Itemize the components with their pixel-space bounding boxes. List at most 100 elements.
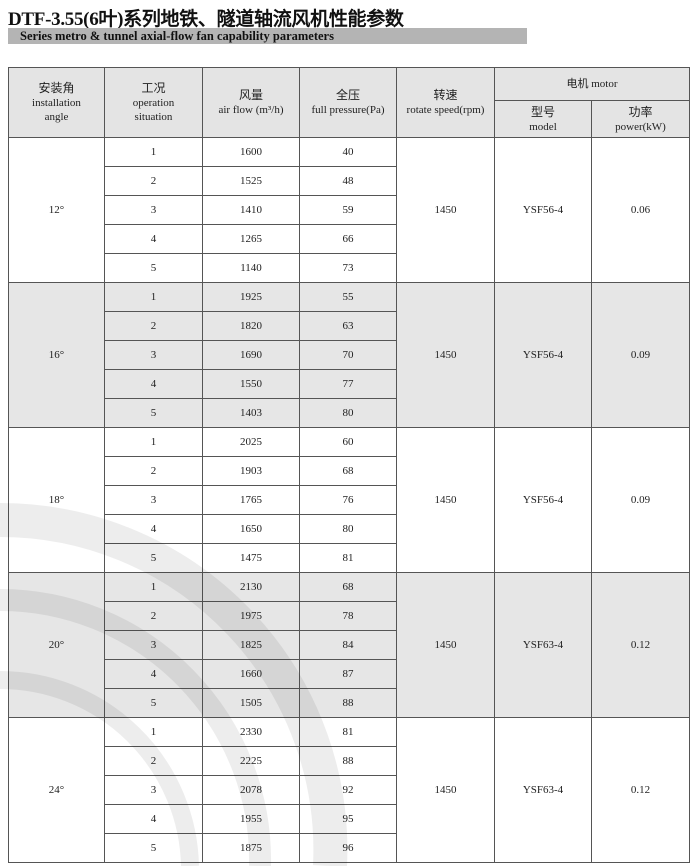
air-flow-cell: 1140 xyxy=(202,253,300,283)
air-flow-cell: 1820 xyxy=(202,311,300,341)
subtitle-bar: Series metro & tunnel axial-flow fan cap… xyxy=(8,28,527,44)
model-cell: YSF56-4 xyxy=(494,137,592,283)
air-flow-cell: 1660 xyxy=(202,659,300,689)
air-flow-cell: 1650 xyxy=(202,514,300,544)
table-row: 4 1265 66 xyxy=(9,224,690,254)
operation-cell: 3 xyxy=(104,340,203,370)
header-angle: 安装角 installation angle xyxy=(8,67,105,138)
air-flow-cell: 2025 xyxy=(202,427,300,457)
pressure-cell: 60 xyxy=(299,427,397,457)
air-flow-cell: 1410 xyxy=(202,195,300,225)
operation-cell: 3 xyxy=(104,195,203,225)
pressure-cell: 68 xyxy=(299,572,397,602)
pressure-cell: 80 xyxy=(299,514,397,544)
table-row: 3 2078 92 xyxy=(9,775,690,805)
pressure-cell: 84 xyxy=(299,630,397,660)
power-cell: 0.12 xyxy=(591,717,690,863)
pressure-cell: 70 xyxy=(299,340,397,370)
angle-cell: 24° xyxy=(8,717,105,863)
table-row: 20° 1 2130 68 1450 YSF63-4 0.12 xyxy=(8,572,690,718)
operation-cell: 5 xyxy=(104,543,203,573)
header-model: 型号 model xyxy=(494,100,592,138)
header-operation: 工况 operation situation xyxy=(104,67,203,138)
table-row: 4 1550 77 xyxy=(9,369,690,399)
operation-cell: 2 xyxy=(104,311,203,341)
air-flow-cell: 1903 xyxy=(202,456,300,486)
operation-cell: 1 xyxy=(104,717,203,747)
power-cell: 0.09 xyxy=(591,282,690,428)
operation-cell: 2 xyxy=(104,456,203,486)
table-row: 5 1475 81 xyxy=(9,543,690,573)
table-row: 4 1660 87 xyxy=(9,659,690,689)
operation-cell: 2 xyxy=(104,601,203,631)
pressure-cell: 55 xyxy=(299,282,397,312)
operation-cell: 4 xyxy=(104,514,203,544)
table-row: 12° 1 1600 40 1450 YSF56-4 0.06 xyxy=(8,137,690,283)
operation-cell: 5 xyxy=(104,398,203,428)
angle-cell: 20° xyxy=(8,572,105,718)
pressure-cell: 96 xyxy=(299,833,397,863)
air-flow-cell: 2078 xyxy=(202,775,300,805)
table-row: 3 1690 70 xyxy=(9,340,690,370)
table-row: 2 1820 63 xyxy=(9,311,690,341)
page-subtitle: Series metro & tunnel axial-flow fan cap… xyxy=(20,29,334,43)
power-cell: 0.12 xyxy=(591,572,690,718)
speed-cell: 1450 xyxy=(396,427,495,573)
table-row: 3 1825 84 xyxy=(9,630,690,660)
pressure-cell: 77 xyxy=(299,369,397,399)
pressure-cell: 87 xyxy=(299,659,397,689)
header-motor: 电机 motor xyxy=(494,67,690,101)
table-row: 5 1403 80 xyxy=(9,398,690,428)
pressure-cell: 81 xyxy=(299,717,397,747)
operation-cell: 5 xyxy=(104,833,203,863)
operation-cell: 4 xyxy=(104,369,203,399)
table-body: 12° 1 1600 40 1450 YSF56-4 0.06 2 1525 48 3 1410 59 4… xyxy=(8,137,690,863)
operation-cell: 5 xyxy=(104,688,203,718)
air-flow-cell: 1875 xyxy=(202,833,300,863)
operation-cell: 4 xyxy=(104,804,203,834)
air-flow-cell: 1505 xyxy=(202,688,300,718)
table-row: 24° 1 2330 81 1450 YSF63-4 0.12 xyxy=(8,717,690,863)
angle-cell: 18° xyxy=(8,427,105,573)
operation-cell: 2 xyxy=(104,166,203,196)
pressure-cell: 68 xyxy=(299,456,397,486)
pressure-cell: 88 xyxy=(299,746,397,776)
pressure-cell: 95 xyxy=(299,804,397,834)
operation-cell: 5 xyxy=(104,253,203,283)
table-row: 2 1903 68 xyxy=(9,456,690,486)
table-row: 16° 1 1925 55 1450 YSF56-4 0.09 xyxy=(8,282,690,428)
speed-cell: 1450 xyxy=(396,137,495,283)
operation-cell: 2 xyxy=(104,746,203,776)
air-flow-cell: 1825 xyxy=(202,630,300,660)
air-flow-cell: 1265 xyxy=(202,224,300,254)
power-cell: 0.09 xyxy=(591,427,690,573)
pressure-cell: 66 xyxy=(299,224,397,254)
table-row: 2 1975 78 xyxy=(9,601,690,631)
air-flow-cell: 1475 xyxy=(202,543,300,573)
operation-cell: 1 xyxy=(104,282,203,312)
pressure-cell: 80 xyxy=(299,398,397,428)
air-flow-cell: 1525 xyxy=(202,166,300,196)
operation-cell: 3 xyxy=(104,775,203,805)
header-pressure: 全压 full pressure(Pa) xyxy=(299,67,397,138)
model-cell: YSF63-4 xyxy=(494,717,592,863)
air-flow-cell: 1550 xyxy=(202,369,300,399)
operation-cell: 1 xyxy=(104,137,203,167)
header-air-flow: 风量 air flow (m³/h) xyxy=(202,67,300,138)
page-title: DTF-3.55(6叶)系列地铁、隧道轴流风机性能参数 xyxy=(8,9,404,30)
operation-cell: 4 xyxy=(104,224,203,254)
air-flow-cell: 1690 xyxy=(202,340,300,370)
air-flow-cell: 1403 xyxy=(202,398,300,428)
model-cell: YSF56-4 xyxy=(494,427,592,573)
air-flow-cell: 2225 xyxy=(202,746,300,776)
power-cell: 0.06 xyxy=(591,137,690,283)
air-flow-cell: 1600 xyxy=(202,137,300,167)
operation-cell: 3 xyxy=(104,630,203,660)
table-row: 2 1525 48 xyxy=(9,166,690,196)
pressure-cell: 88 xyxy=(299,688,397,718)
table-row: 18° 1 2025 60 1450 YSF56-4 0.09 xyxy=(8,427,690,573)
pressure-cell: 81 xyxy=(299,543,397,573)
pressure-cell: 63 xyxy=(299,311,397,341)
table-row: 3 1410 59 xyxy=(9,195,690,225)
pressure-cell: 92 xyxy=(299,775,397,805)
